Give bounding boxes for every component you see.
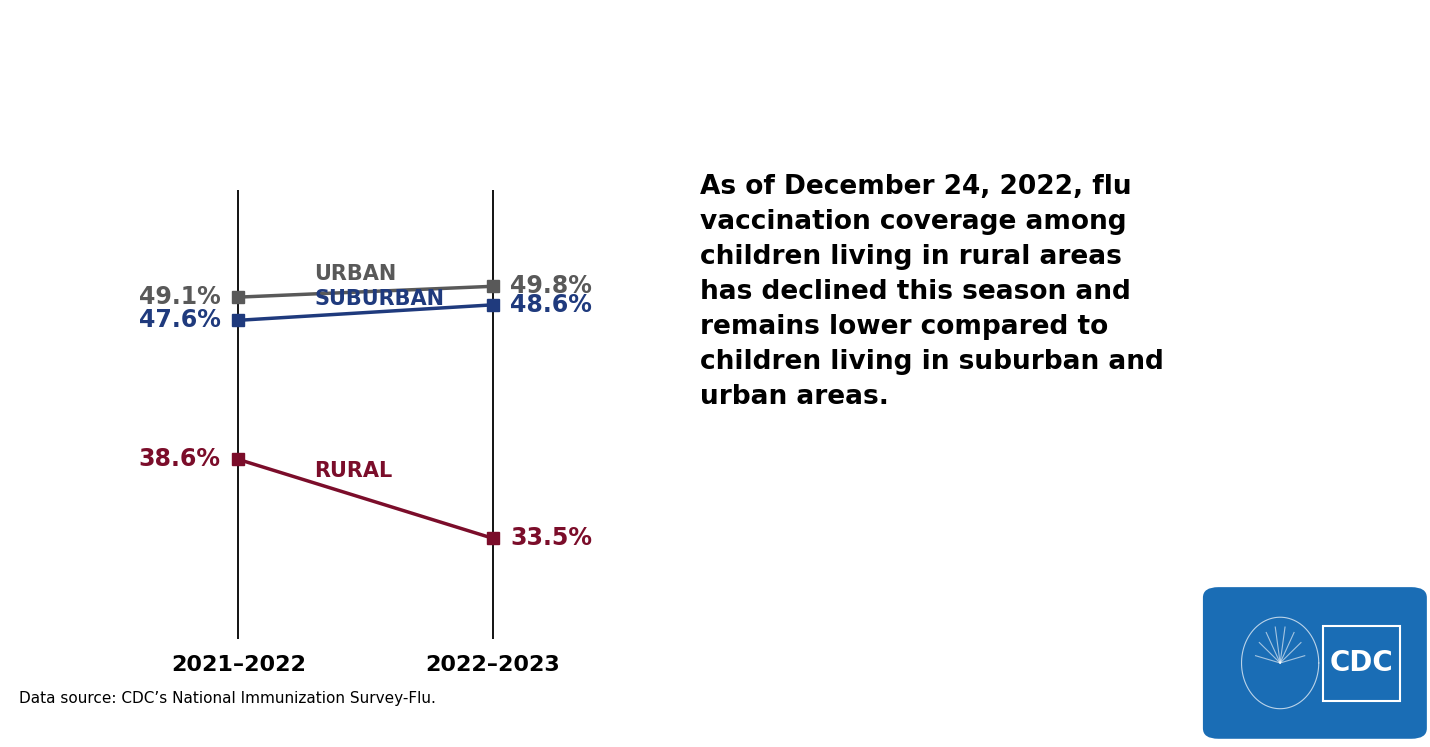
Text: 33.5%: 33.5% [511,526,592,551]
Text: 49.8%: 49.8% [511,274,592,298]
Text: 49.1%: 49.1% [139,285,220,309]
Text: CDC: CDC [1330,649,1393,677]
FancyBboxPatch shape [1203,587,1427,739]
Text: As of December 24, 2022, flu
vaccination coverage among
children living in rural: As of December 24, 2022, flu vaccination… [701,174,1164,410]
Text: Data source: CDC’s National Immunization Survey-Flu.: Data source: CDC’s National Immunization… [19,691,436,706]
Text: URBAN: URBAN [315,264,398,284]
Text: in Children 6 Months to 17 Years: in Children 6 Months to 17 Years [386,95,982,129]
Text: 38.6%: 38.6% [139,447,220,471]
Text: Flu Vaccination Coverage: Flu Vaccination Coverage [19,95,535,129]
Text: 48.6%: 48.6% [511,293,592,317]
Text: SUBURBAN: SUBURBAN [315,289,445,309]
Text: 47.6%: 47.6% [139,309,220,332]
Text: RURAL: RURAL [315,461,393,481]
